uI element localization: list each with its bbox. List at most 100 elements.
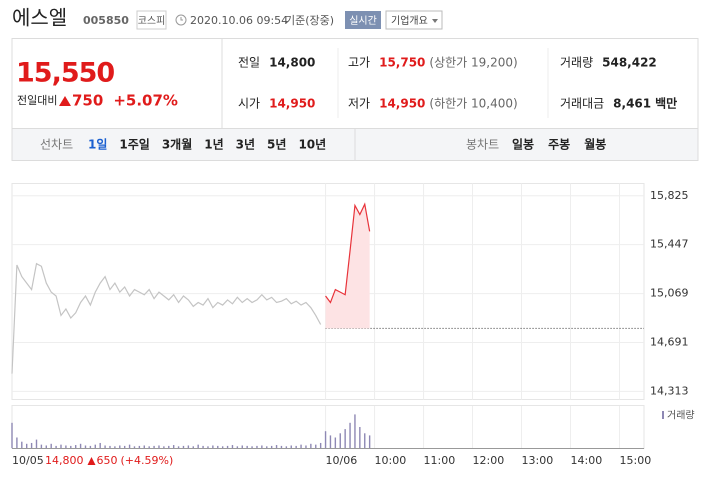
volume-bar (202, 445, 204, 448)
volume-bar (114, 446, 116, 448)
x-tick-label: 14:00 (571, 454, 603, 467)
plot-area (11, 183, 645, 400)
period-tab[interactable]: 1주일 (119, 138, 149, 152)
stat-label: 거래량 (560, 56, 593, 70)
y-tick-label: 14,691 (650, 335, 689, 348)
volume-bar (300, 444, 302, 448)
chart: 15,825 15,447 15,069 14,691 14,313 10/05 10/06… (11, 183, 689, 467)
volume-bar (315, 444, 317, 448)
stat-extra: (상한가 19,200) (429, 56, 517, 70)
volume-bar (368, 435, 371, 448)
volume-bar (310, 443, 312, 448)
volume-area (11, 405, 645, 449)
volume-bar (182, 445, 185, 448)
volume-bar (109, 445, 111, 448)
volume-bar (60, 444, 62, 448)
stat-label: 고가 (348, 56, 370, 70)
candle-tab[interactable]: 월봉 (584, 137, 606, 152)
volume-bar (359, 427, 361, 448)
period-tab[interactable]: 3개월 (162, 137, 192, 152)
x-tick-label: 15:00 (620, 454, 652, 467)
volume-bar (280, 445, 283, 448)
volume-bar (158, 445, 160, 448)
volume-bar (94, 444, 96, 448)
volume-bar (104, 445, 106, 448)
volume-bar (99, 442, 101, 448)
candle-tab[interactable]: 일봉 (512, 138, 534, 152)
candle-tab[interactable]: 주봉 (548, 138, 570, 152)
period-tab[interactable]: 1년 (204, 138, 223, 152)
dropdown-arrow (432, 19, 438, 23)
y-tick-label: 14,313 (650, 384, 689, 397)
volume-bar (163, 446, 165, 448)
candle-chart-label: 봉차트 (466, 138, 499, 152)
volume-bar (212, 445, 214, 448)
volume-bar (226, 445, 229, 448)
volume-bar (187, 445, 190, 448)
quote-box (11, 38, 699, 129)
volume-legend-swatch (662, 411, 664, 419)
volume-bar (192, 446, 194, 448)
volume-bar (339, 433, 341, 448)
volume-bar (25, 443, 28, 448)
stat-value: 8,461 (613, 97, 651, 111)
period-tab[interactable]: 10년 (298, 138, 326, 152)
volume-bar (143, 445, 145, 448)
volume-bar (119, 445, 121, 448)
volume-bar (266, 446, 268, 448)
volume-bar (324, 431, 327, 448)
volume-bar (138, 445, 141, 448)
stats: 전일 14,800 고가 15,750 (상한가 19,200) 거래량 548,422 시가… (238, 56, 677, 111)
y-tick-label: 15,069 (650, 287, 689, 300)
volume-bar (65, 445, 67, 448)
x-tick-label: 11:00 (424, 454, 456, 467)
realtime-button[interactable] (345, 11, 381, 29)
volume-bar (153, 445, 155, 448)
volume-bar (329, 435, 332, 448)
volume-bar (295, 445, 297, 448)
volume-bar (70, 445, 72, 448)
volume-bar (197, 444, 199, 448)
up-arrow (59, 96, 71, 106)
stat-value: 14,950 (269, 97, 315, 111)
y-tick-label: 15,825 (650, 189, 689, 202)
volume-bar (207, 446, 209, 448)
x-tick-label: 10:00 (375, 454, 407, 467)
stat-extra: (하한가 10,400) (429, 97, 517, 111)
price-line (11, 262, 322, 374)
volume-bar (30, 442, 33, 448)
current-price: 15,550 (16, 58, 114, 89)
volume-bar (133, 446, 136, 448)
period-tab[interactable]: 3년 (236, 138, 255, 152)
stat-label: 저가 (348, 97, 370, 111)
volume-bar (35, 439, 38, 448)
volume-legend: 거래량 (667, 410, 695, 422)
footer-price: 14,800 (45, 454, 84, 467)
company-button[interactable] (385, 10, 443, 30)
volume-bar (275, 445, 278, 448)
period-tab[interactable]: 5년 (267, 138, 286, 152)
volume-bar (334, 437, 337, 448)
footer-arrow (87, 457, 96, 465)
volume-bar (21, 441, 23, 448)
stat-label: 시가 (238, 97, 260, 111)
volume-bar (45, 445, 47, 448)
volume-bar (251, 446, 253, 448)
stat-value: 548,422 (602, 56, 657, 70)
stat-label: 거래대금 (560, 97, 604, 111)
volume-bar (74, 445, 77, 448)
datetime: 2020.10.06 09:54 (190, 14, 288, 27)
volume-bar (364, 433, 366, 448)
clock-hand (180, 17, 183, 21)
period-tab[interactable]: 1일 (88, 138, 107, 152)
x-tick-label: 10/06 (326, 454, 358, 467)
change-rate: +5.07% (113, 92, 178, 110)
stock-code: 005850 (83, 14, 129, 27)
volume-bar (290, 445, 292, 448)
stat-value: 14,800 (269, 56, 315, 70)
x-tick-label: 12:00 (473, 454, 505, 467)
volume-bar (168, 445, 170, 448)
volume-bar (148, 446, 150, 448)
footer-change: 650 (97, 454, 118, 467)
